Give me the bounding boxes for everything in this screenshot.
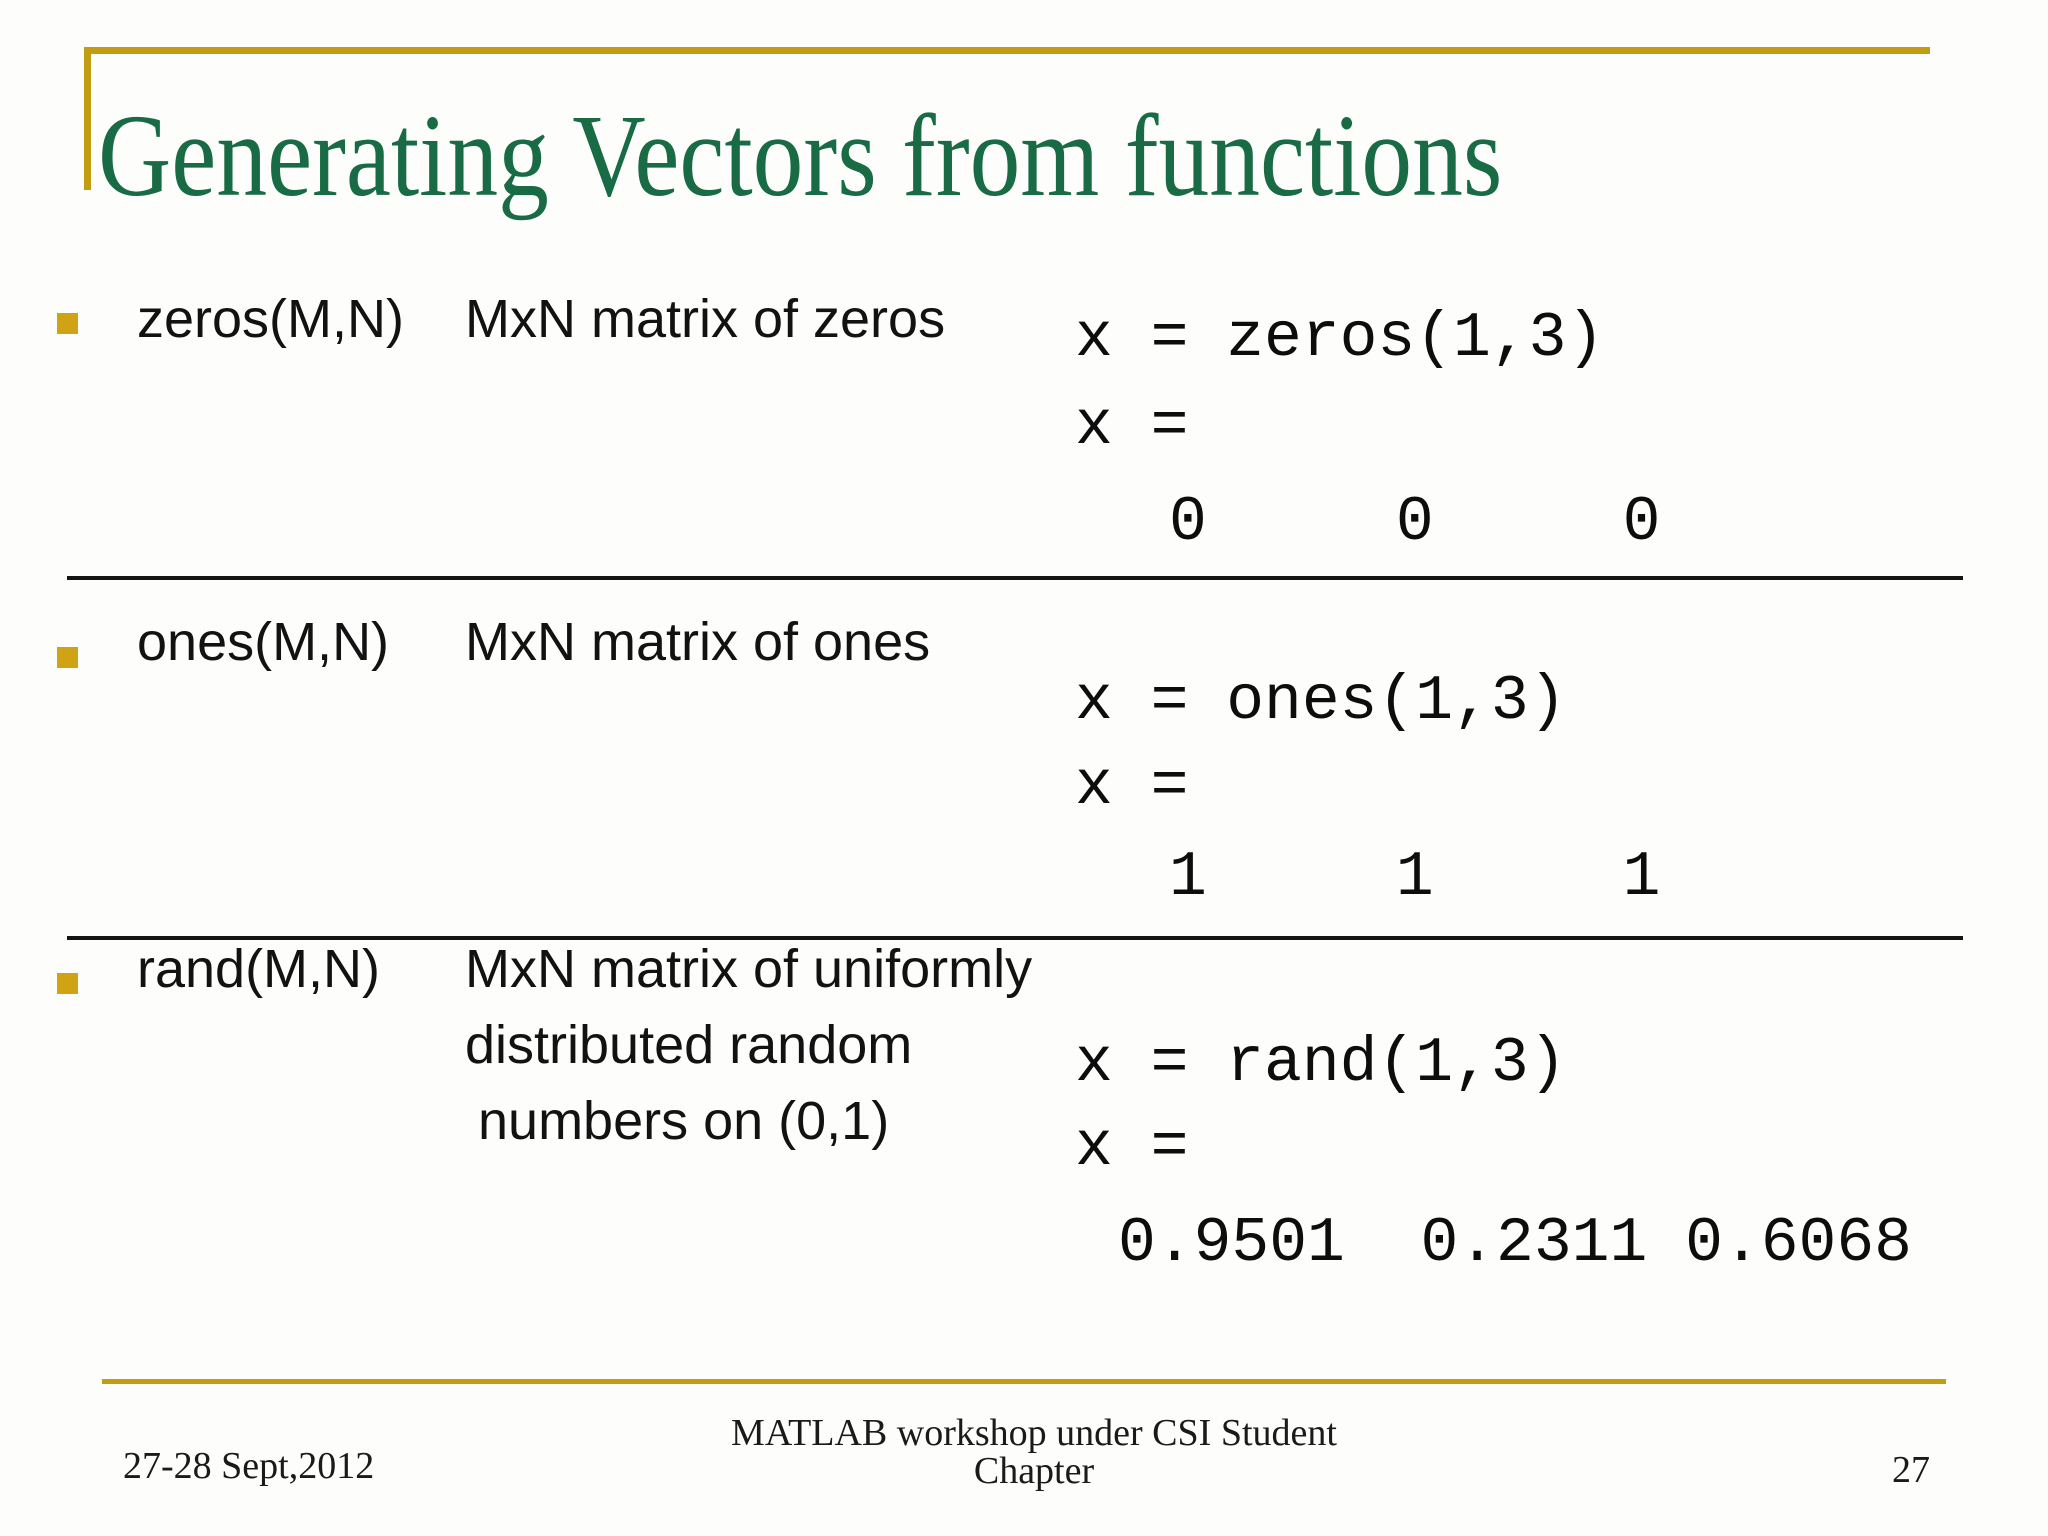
function-name-rand: rand(M,N) [137,939,381,999]
footer-workshop-title-line1: MATLAB workshop under CSI Student [731,1412,1337,1454]
page-title: Generating Vectors from functions [98,90,1503,221]
function-description-rand-line2: distributed random [465,1015,913,1075]
section-divider [67,576,1963,580]
bullet-square-icon [57,313,78,334]
code-command-rand: x = rand(1,3) [1075,1028,1567,1099]
footer-workshop-title-line2: Chapter [973,1450,1095,1492]
function-description-rand-line1: MxN matrix of uniformly [465,939,1033,999]
code-result-ones: 1 1 1 [1169,842,1661,913]
footer-divider-line [102,1379,1946,1384]
function-description-rand-line3: numbers on (0,1) [478,1091,890,1151]
bullet-square-icon [57,647,78,668]
code-output-label-rand: x = [1075,1112,1189,1183]
code-command-zeros: x = zeros(1,3) [1075,303,1605,374]
footer-date: 27-28 Sept,2012 [123,1445,375,1487]
page-number: 27 [1892,1449,1930,1491]
code-command-ones: x = ones(1,3) [1075,666,1567,737]
title-left-border-line [84,47,91,190]
code-output-label-zeros: x = [1075,391,1189,462]
code-result-rand: 0.9501 0.2311 0.6068 [1118,1208,1912,1279]
code-result-zeros: 0 0 0 [1169,487,1661,558]
function-description-zeros: MxN matrix of zeros [465,289,946,349]
function-name-zeros: zeros(M,N) [137,289,404,349]
title-top-border-line [84,47,1930,54]
code-output-label-ones: x = [1075,751,1189,822]
bullet-square-icon [57,973,78,994]
function-description-ones: MxN matrix of ones [465,612,931,672]
section-divider [67,936,1963,940]
function-name-ones: ones(M,N) [137,612,390,672]
